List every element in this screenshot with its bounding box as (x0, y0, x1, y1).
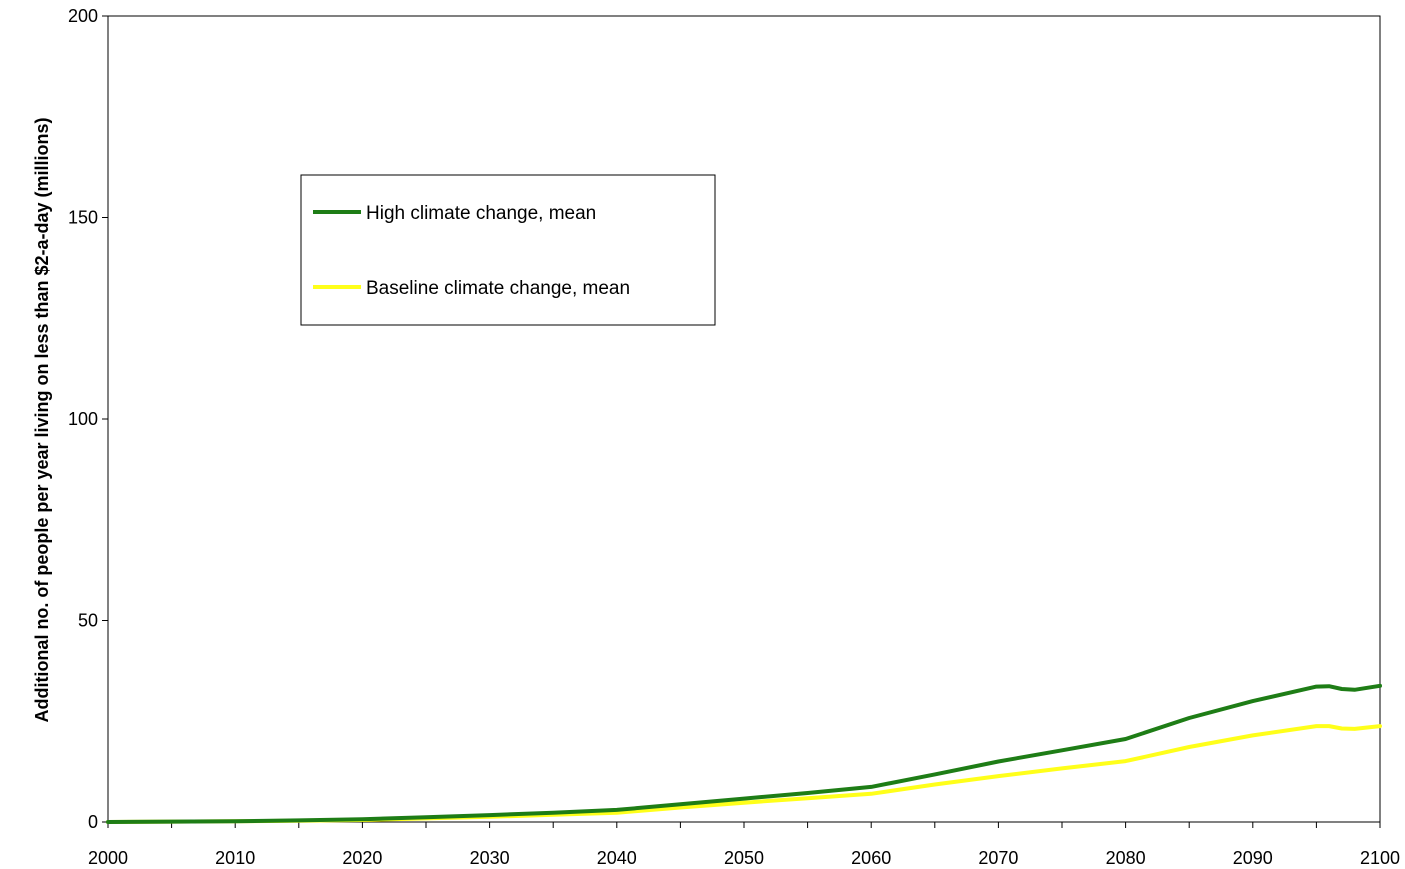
x-tick-label: 2030 (470, 848, 510, 868)
legend: High climate change, mean Baseline clima… (300, 174, 716, 326)
x-tick-label: 2100 (1360, 848, 1400, 868)
x-tick-label: 2060 (851, 848, 891, 868)
y-tick-label: 100 (68, 409, 98, 429)
series-line-high (106, 683, 1382, 824)
x-tick-label: 2000 (88, 848, 128, 868)
axes: 0 50 100 150 200 2000 2010 2020 2030 2040 2050 2060… (68, 6, 1400, 868)
y-tick-label: 50 (78, 611, 98, 631)
x-tick-label: 2020 (342, 848, 382, 868)
y-axis-title: Additional no. of people per year living… (32, 117, 52, 722)
x-tick-label: 2090 (1233, 848, 1273, 868)
legend-box (300, 174, 716, 326)
plot-area (107, 15, 1381, 823)
x-tick-label: 2050 (724, 848, 764, 868)
x-tick-label: 2080 (1106, 848, 1146, 868)
y-tick-label: 200 (68, 6, 98, 26)
y-tick-label: 0 (88, 812, 98, 832)
x-tick-label: 2040 (597, 848, 637, 868)
series-line-baseline (106, 724, 1382, 824)
y-tick-label: 150 (68, 208, 98, 228)
x-tick-label: 2070 (978, 848, 1018, 868)
x-tick-label: 2010 (215, 848, 255, 868)
series-layer (106, 683, 1382, 824)
legend-label-high: High climate change, mean (366, 203, 596, 224)
legend-label-baseline: Baseline climate change, mean (366, 278, 630, 299)
